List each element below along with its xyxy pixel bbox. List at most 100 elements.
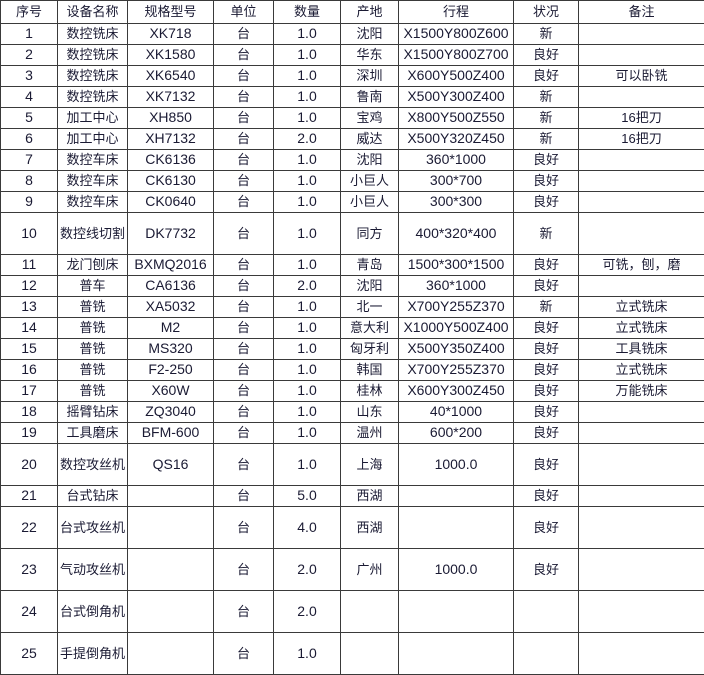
cell-name: 数控车床 <box>58 150 128 171</box>
header-row: 序号设备名称规格型号单位数量产地行程状况备注 <box>1 1 704 24</box>
table-header: 序号设备名称规格型号单位数量产地行程状况备注 <box>1 1 704 24</box>
cell-seq: 5 <box>1 108 58 129</box>
cell-seq: 13 <box>1 297 58 318</box>
cell-unit: 台 <box>214 66 274 87</box>
cell-cond: 良好 <box>514 192 579 213</box>
cell-cond: 新 <box>514 213 579 255</box>
cell-qty: 1.0 <box>274 297 341 318</box>
cell-travel: X700Y255Z370 <box>399 297 514 318</box>
column-header-qty: 数量 <box>274 1 341 24</box>
cell-origin: 威达 <box>341 129 399 150</box>
cell-note <box>579 633 704 675</box>
cell-qty: 4.0 <box>274 507 341 549</box>
cell-model: CA6136 <box>128 276 214 297</box>
cell-cond: 新 <box>514 297 579 318</box>
cell-name: 普铣 <box>58 360 128 381</box>
cell-travel: X600Y500Z400 <box>399 66 514 87</box>
cell-cond <box>514 591 579 633</box>
cell-seq: 19 <box>1 423 58 444</box>
cell-seq: 8 <box>1 171 58 192</box>
cell-origin <box>341 633 399 675</box>
cell-travel: X1500Y800Z600 <box>399 24 514 45</box>
cell-note: 立式铣床 <box>579 297 704 318</box>
cell-origin: 鲁南 <box>341 87 399 108</box>
cell-model: F2-250 <box>128 360 214 381</box>
cell-origin: 匈牙利 <box>341 339 399 360</box>
cell-travel: 600*200 <box>399 423 514 444</box>
cell-note <box>579 171 704 192</box>
cell-model: XH7132 <box>128 129 214 150</box>
cell-travel: X1000Y500Z400 <box>399 318 514 339</box>
cell-qty: 1.0 <box>274 108 341 129</box>
cell-unit: 台 <box>214 192 274 213</box>
cell-qty: 1.0 <box>274 360 341 381</box>
cell-qty: 1.0 <box>274 339 341 360</box>
cell-seq: 15 <box>1 339 58 360</box>
cell-qty: 1.0 <box>274 318 341 339</box>
cell-travel <box>399 486 514 507</box>
cell-cond: 良好 <box>514 66 579 87</box>
cell-name: 台式钻床 <box>58 486 128 507</box>
cell-unit: 台 <box>214 255 274 276</box>
cell-origin <box>341 591 399 633</box>
cell-note: 万能铣床 <box>579 381 704 402</box>
cell-qty: 1.0 <box>274 255 341 276</box>
cell-note <box>579 213 704 255</box>
cell-name: 数控铣床 <box>58 24 128 45</box>
cell-travel: 360*1000 <box>399 150 514 171</box>
cell-model: XK718 <box>128 24 214 45</box>
cell-name: 加工中心 <box>58 108 128 129</box>
cell-unit: 台 <box>214 423 274 444</box>
cell-origin: 桂林 <box>341 381 399 402</box>
cell-origin: 上海 <box>341 444 399 486</box>
cell-unit: 台 <box>214 381 274 402</box>
cell-name: 普铣 <box>58 297 128 318</box>
cell-origin: 温州 <box>341 423 399 444</box>
cell-cond: 良好 <box>514 423 579 444</box>
cell-name: 台式倒角机 <box>58 591 128 633</box>
cell-qty: 1.0 <box>274 171 341 192</box>
cell-name: 数控铣床 <box>58 45 128 66</box>
cell-qty: 1.0 <box>274 66 341 87</box>
cell-note: 可铣，刨，磨 <box>579 255 704 276</box>
cell-name: 手提倒角机 <box>58 633 128 675</box>
cell-qty: 1.0 <box>274 444 341 486</box>
cell-qty: 1.0 <box>274 402 341 423</box>
cell-unit: 台 <box>214 24 274 45</box>
cell-note <box>579 276 704 297</box>
cell-cond: 新 <box>514 87 579 108</box>
cell-origin: 意大利 <box>341 318 399 339</box>
cell-model <box>128 633 214 675</box>
cell-cond: 新 <box>514 129 579 150</box>
cell-seq: 1 <box>1 24 58 45</box>
cell-seq: 7 <box>1 150 58 171</box>
cell-travel: X500Y320Z450 <box>399 129 514 150</box>
cell-model: CK0640 <box>128 192 214 213</box>
cell-seq: 10 <box>1 213 58 255</box>
cell-origin: 山东 <box>341 402 399 423</box>
cell-cond: 新 <box>514 24 579 45</box>
cell-unit: 台 <box>214 108 274 129</box>
cell-unit: 台 <box>214 87 274 108</box>
cell-qty: 2.0 <box>274 591 341 633</box>
cell-travel: X500Y350Z400 <box>399 339 514 360</box>
cell-seq: 22 <box>1 507 58 549</box>
column-header-seq: 序号 <box>1 1 58 24</box>
cell-travel <box>399 507 514 549</box>
cell-model: CK6130 <box>128 171 214 192</box>
cell-model: QS16 <box>128 444 214 486</box>
cell-name: 加工中心 <box>58 129 128 150</box>
cell-note <box>579 87 704 108</box>
cell-note <box>579 486 704 507</box>
cell-seq: 25 <box>1 633 58 675</box>
cell-model: X60W <box>128 381 214 402</box>
cell-model: XK6540 <box>128 66 214 87</box>
cell-unit: 台 <box>214 360 274 381</box>
cell-unit: 台 <box>214 486 274 507</box>
